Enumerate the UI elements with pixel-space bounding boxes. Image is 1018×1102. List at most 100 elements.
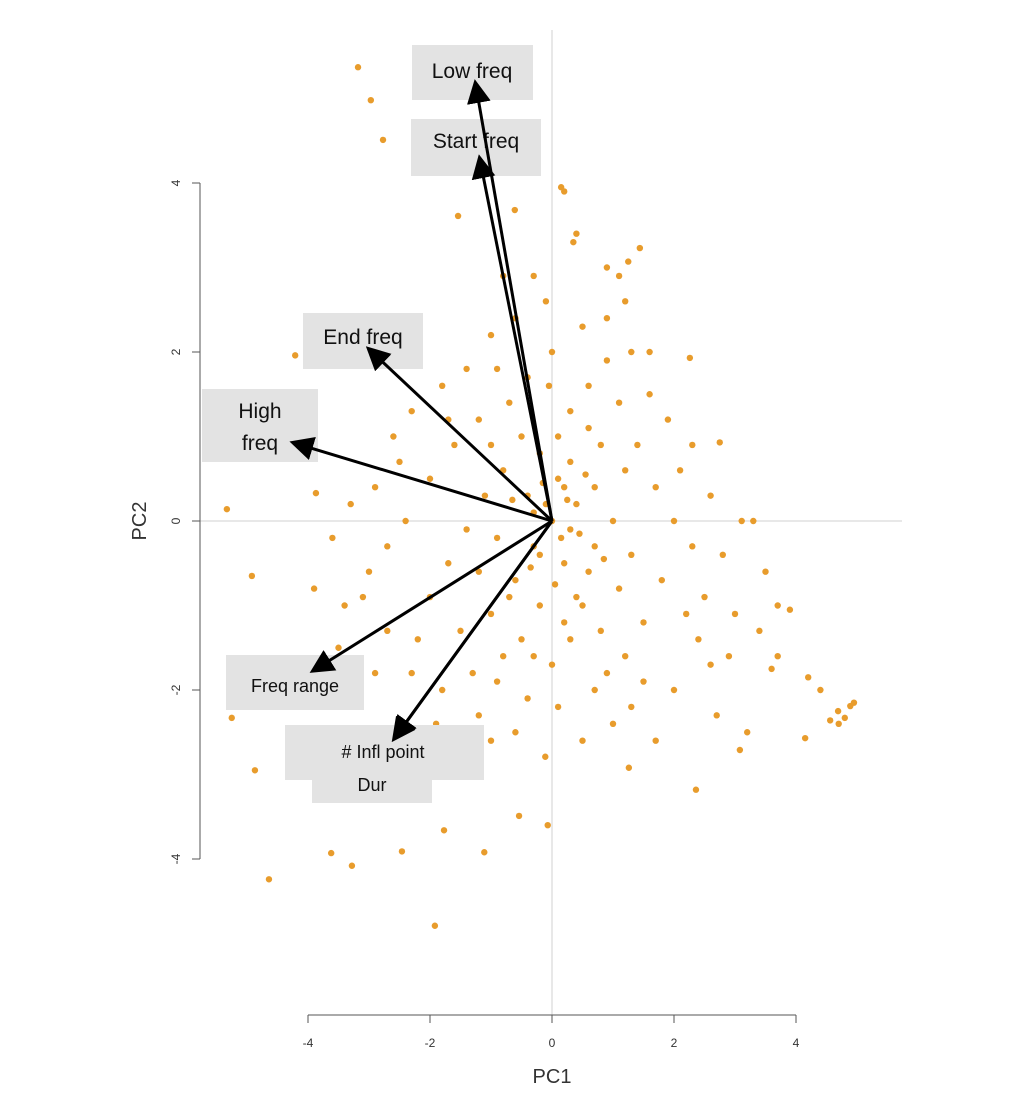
data-point	[248, 572, 256, 580]
y-tick-label: -2	[169, 684, 183, 695]
loading-arrow	[309, 519, 553, 673]
data-point	[463, 526, 470, 533]
data-point	[670, 517, 678, 525]
data-point	[603, 315, 611, 322]
data-point	[768, 665, 775, 673]
data-point	[542, 753, 549, 760]
data-point	[579, 737, 586, 744]
data-point	[615, 272, 623, 280]
data-point	[634, 441, 641, 449]
data-point	[636, 244, 644, 252]
data-point	[603, 669, 611, 677]
x-tick-label: 4	[793, 1036, 800, 1050]
data-point	[487, 441, 495, 449]
data-point	[548, 661, 556, 668]
data-point	[251, 767, 259, 774]
y-tick-label: 0	[169, 517, 183, 524]
data-point	[493, 534, 501, 542]
data-point	[567, 458, 574, 466]
data-point	[615, 399, 623, 406]
data-point	[554, 703, 562, 711]
data-point	[585, 568, 592, 575]
loading-label-box	[303, 313, 423, 369]
data-point	[609, 720, 617, 727]
data-point	[536, 551, 543, 558]
x-tick-label: -2	[425, 1036, 436, 1050]
data-point	[379, 136, 387, 144]
data-point	[736, 746, 744, 754]
data-point	[826, 717, 834, 724]
data-point	[622, 467, 629, 474]
data-point	[493, 365, 501, 373]
data-point	[487, 737, 495, 744]
data-point	[738, 517, 745, 525]
data-point	[686, 354, 694, 362]
data-point	[664, 416, 672, 423]
data-point	[506, 399, 513, 406]
data-point	[312, 489, 320, 497]
y-tick-label: 4	[169, 179, 183, 186]
data-point	[402, 517, 409, 525]
data-point	[835, 720, 842, 727]
data-point	[786, 606, 794, 613]
loading-arrow	[471, 154, 554, 522]
data-point	[475, 416, 482, 423]
data-point	[670, 686, 678, 694]
data-point	[341, 602, 348, 609]
data-point	[689, 543, 696, 550]
data-point	[335, 644, 342, 651]
data-point	[573, 593, 580, 601]
data-point	[628, 348, 635, 356]
data-point	[615, 585, 623, 592]
data-point	[554, 433, 562, 440]
data-point	[551, 581, 559, 588]
data-point	[640, 678, 647, 685]
data-point	[348, 862, 356, 869]
data-point	[512, 576, 519, 584]
data-point	[597, 627, 604, 635]
data-point	[850, 699, 858, 706]
data-point	[591, 543, 598, 550]
data-point	[347, 500, 354, 508]
data-point	[744, 729, 751, 736]
data-point	[625, 764, 633, 771]
data-point	[801, 734, 809, 742]
loading-arrow	[289, 436, 553, 523]
data-point	[329, 534, 336, 542]
data-point	[582, 471, 589, 478]
y-axis-title: PC2	[129, 502, 151, 541]
data-point	[561, 484, 568, 491]
x-tick-label: 0	[549, 1036, 556, 1050]
data-point	[481, 492, 489, 499]
loading-arrow	[392, 520, 554, 741]
data-point	[567, 636, 574, 643]
data-point	[291, 352, 299, 359]
loading-label-box	[226, 655, 364, 710]
data-point	[223, 505, 231, 513]
x-tick-label: -4	[303, 1036, 314, 1050]
data-point	[557, 534, 565, 542]
data-point	[658, 576, 665, 584]
data-point	[515, 812, 523, 820]
data-point	[676, 467, 684, 474]
data-point	[640, 619, 647, 626]
data-point	[408, 669, 415, 677]
data-point	[493, 678, 501, 685]
loading-arrows-layer	[289, 79, 554, 743]
data-point	[600, 555, 608, 563]
loading-label: End freq	[323, 326, 402, 349]
data-point	[481, 849, 488, 856]
data-point	[570, 238, 577, 246]
data-point	[367, 96, 375, 104]
data-point	[756, 627, 763, 635]
data-point	[692, 786, 700, 793]
data-point	[774, 653, 781, 660]
loading-label-box	[285, 725, 484, 780]
data-point	[414, 636, 421, 643]
data-point	[487, 610, 495, 618]
axes: -4 -2 0 2 4 -4 -2 0 2 4	[169, 179, 800, 1050]
loading-label-box	[312, 780, 432, 803]
data-point	[506, 593, 513, 601]
data-point	[652, 737, 659, 744]
loading-label: freq	[242, 432, 278, 455]
